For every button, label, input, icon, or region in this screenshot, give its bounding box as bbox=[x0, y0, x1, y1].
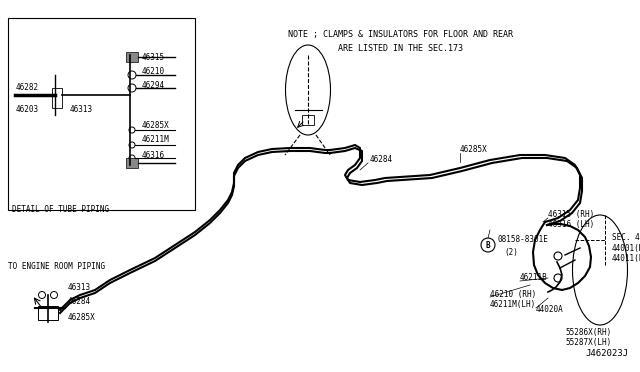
Text: 46315 (RH): 46315 (RH) bbox=[548, 211, 595, 219]
Text: 46294: 46294 bbox=[142, 80, 165, 90]
Text: 46211B: 46211B bbox=[520, 273, 548, 282]
Text: J462023J: J462023J bbox=[585, 349, 628, 358]
Ellipse shape bbox=[285, 45, 330, 135]
Text: B: B bbox=[486, 241, 490, 250]
Text: 46285X: 46285X bbox=[68, 314, 96, 323]
Bar bbox=[8, 18, 195, 210]
Bar bbox=[38, 306, 58, 320]
Bar bbox=[126, 158, 138, 168]
Text: 55287X(LH): 55287X(LH) bbox=[565, 337, 611, 346]
Bar bbox=[126, 52, 138, 62]
Ellipse shape bbox=[573, 215, 627, 325]
Text: 55286X(RH): 55286X(RH) bbox=[565, 327, 611, 337]
Text: DETAIL OF TUBE PIPING: DETAIL OF TUBE PIPING bbox=[12, 205, 109, 214]
Bar bbox=[52, 88, 62, 108]
Text: 46316 (LH): 46316 (LH) bbox=[548, 221, 595, 230]
Text: 46211M(LH): 46211M(LH) bbox=[490, 299, 536, 308]
Text: 46313: 46313 bbox=[70, 106, 93, 115]
Text: 08158-8301E: 08158-8301E bbox=[497, 235, 548, 244]
Text: NOTE ; CLAMPS & INSULATORS FOR FLOOR AND REAR: NOTE ; CLAMPS & INSULATORS FOR FLOOR AND… bbox=[287, 30, 513, 39]
Text: 46315: 46315 bbox=[142, 52, 165, 61]
Text: TO ENGINE ROOM PIPING: TO ENGINE ROOM PIPING bbox=[8, 262, 105, 271]
Text: 44001(RH): 44001(RH) bbox=[612, 244, 640, 253]
Text: 46285X: 46285X bbox=[142, 121, 170, 129]
Text: 46316: 46316 bbox=[142, 151, 165, 160]
Text: SEC. 441: SEC. 441 bbox=[612, 234, 640, 243]
Text: 46203: 46203 bbox=[16, 106, 39, 115]
Text: 46211M: 46211M bbox=[142, 135, 170, 144]
Text: 46284: 46284 bbox=[370, 155, 393, 164]
Text: 46313: 46313 bbox=[68, 283, 91, 292]
Text: 46282: 46282 bbox=[16, 83, 39, 93]
Text: 44020A: 44020A bbox=[536, 305, 564, 314]
Text: ARE LISTED IN THE SEC.173: ARE LISTED IN THE SEC.173 bbox=[337, 44, 463, 53]
Text: 46210: 46210 bbox=[142, 67, 165, 77]
Text: 46285X: 46285X bbox=[460, 145, 488, 154]
Text: 46284: 46284 bbox=[68, 298, 91, 307]
Text: 44011(LH): 44011(LH) bbox=[612, 253, 640, 263]
Bar bbox=[302, 115, 314, 125]
Text: 46210 (RH): 46210 (RH) bbox=[490, 289, 536, 298]
Text: (2): (2) bbox=[504, 247, 518, 257]
